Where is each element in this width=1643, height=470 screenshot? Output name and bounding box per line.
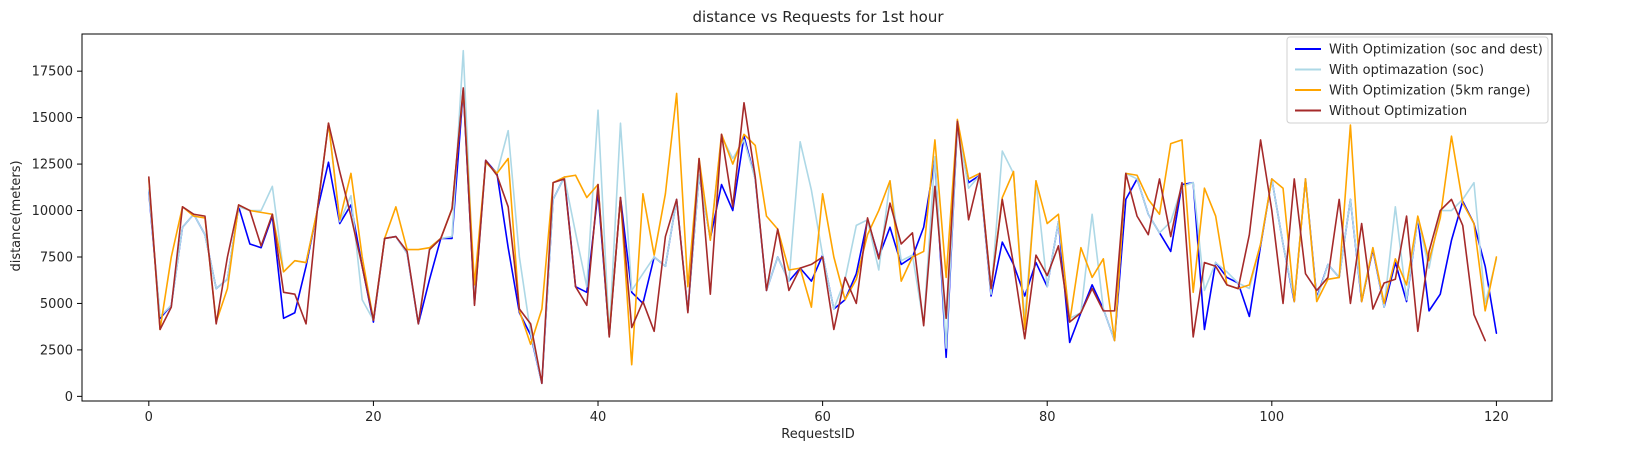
x-tick-label: 20: [365, 410, 382, 425]
legend-entry: With Optimization (soc and dest): [1329, 43, 1543, 58]
legend-entry: With optimazation (soc): [1329, 63, 1484, 78]
x-tick-label: 0: [145, 410, 153, 425]
y-axis-ticks: 0 2500 5000 7500 10000 12500 15000 17500: [32, 65, 82, 405]
y-axis-label: distance(meters): [9, 160, 24, 271]
x-tick-label: 40: [590, 410, 607, 425]
series-line-3: [148, 88, 1498, 366]
x-axis-label: RequestsID: [781, 427, 854, 442]
x-tick-label: 120: [1484, 410, 1509, 425]
x-tick-label: 60: [814, 410, 831, 425]
legend-entry: With Optimization (5km range): [1329, 84, 1530, 99]
y-tick-label: 7500: [40, 250, 73, 265]
y-tick-label: 10000: [32, 204, 73, 219]
series-line-4: [148, 87, 1486, 385]
chart-title: distance vs Requests for 1st hour: [692, 8, 944, 26]
series-layer: [148, 49, 1498, 385]
y-tick-label: 15000: [32, 111, 73, 126]
y-tick-label: 0: [65, 390, 73, 405]
y-tick-label: 17500: [32, 65, 73, 80]
y-tick-label: 5000: [40, 297, 73, 312]
series-line-1: [148, 88, 1498, 385]
y-tick-label: 2500: [40, 343, 73, 358]
legend-box: [1286, 36, 1549, 124]
legend: With Optimization (soc and dest) With opt…: [1286, 36, 1549, 124]
legend-entry: Without Optimization: [1329, 104, 1467, 119]
x-tick-label: 80: [1039, 410, 1056, 425]
y-tick-label: 12500: [32, 158, 73, 173]
plot-frame: [81, 33, 1553, 402]
x-tick-label: 100: [1259, 410, 1284, 425]
x-axis-ticks: 0 20 40 60 80 100 120: [145, 401, 1509, 425]
